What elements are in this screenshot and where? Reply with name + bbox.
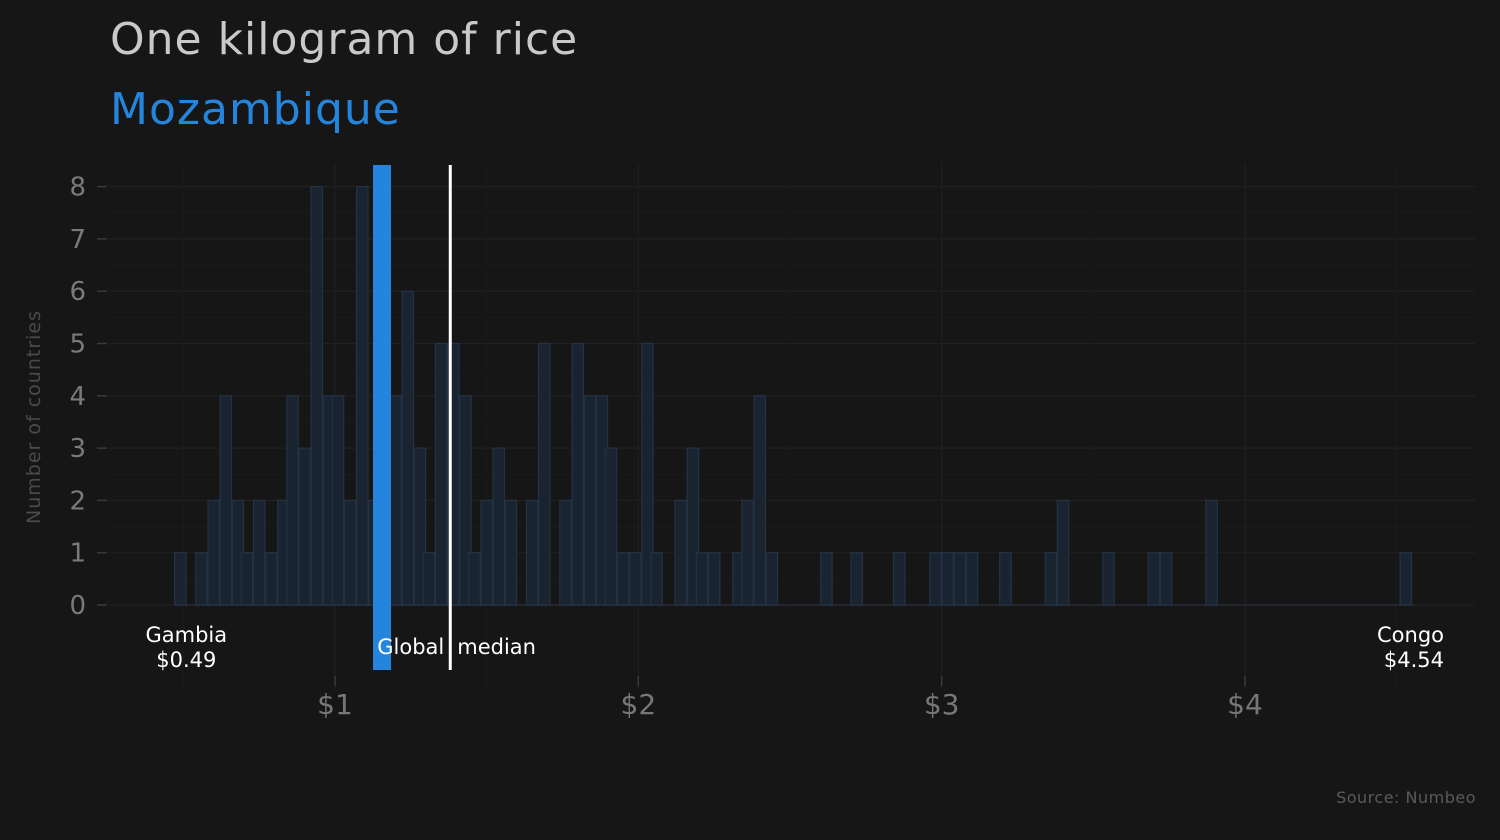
histogram-bar — [1159, 552, 1173, 606]
histogram-bar — [695, 552, 709, 606]
histogram-bar — [240, 552, 254, 606]
histogram-bar — [492, 447, 506, 606]
histogram-bar — [1056, 499, 1070, 606]
histogram-bar — [999, 552, 1012, 606]
histogram-bar — [265, 552, 278, 606]
y-tick-label: 7 — [69, 225, 86, 255]
histogram-bar — [434, 342, 448, 606]
histogram-bar — [686, 447, 700, 606]
histogram-bar — [765, 552, 779, 606]
histogram-bar — [753, 395, 766, 606]
histogram-bar — [356, 186, 369, 606]
histogram-bar — [1102, 552, 1115, 606]
y-tick-label: 6 — [69, 277, 86, 307]
histogram-bar — [174, 552, 187, 606]
histogram-bar — [707, 552, 721, 606]
histogram-bar — [741, 499, 754, 606]
histogram-bar — [207, 499, 220, 606]
y-tick-label: 1 — [69, 539, 86, 569]
histogram-bar — [447, 342, 460, 606]
x-tick-label: $3 — [924, 688, 960, 721]
histogram-bar — [674, 499, 688, 606]
y-tick-label: 8 — [69, 173, 86, 203]
histogram-bar — [298, 447, 311, 606]
histogram-bar — [559, 499, 572, 606]
histogram-bar — [941, 552, 954, 606]
histogram-bar — [1205, 499, 1218, 606]
histogram-bar — [850, 552, 863, 606]
min-country-label: Gambia — [145, 623, 227, 647]
histogram-bar — [389, 395, 402, 606]
histogram-bar — [1147, 552, 1161, 606]
median-label-part2: median — [457, 635, 536, 659]
x-tick-label: $4 — [1227, 688, 1263, 721]
histogram-bar — [641, 342, 654, 606]
y-tick-label: 0 — [69, 591, 86, 621]
highlight-bar-mozambique — [373, 165, 392, 670]
histogram-bar — [413, 447, 427, 606]
histogram-bar — [331, 395, 345, 606]
histogram-bar — [616, 552, 630, 606]
max-value-label: $4.54 — [1384, 648, 1444, 672]
histogram-bar — [195, 552, 208, 606]
histogram-bar — [583, 395, 597, 606]
min-value-label: $0.49 — [156, 648, 216, 672]
y-tick-label: 3 — [69, 434, 86, 464]
histogram-bar — [525, 499, 539, 606]
histogram-bar — [929, 552, 942, 606]
histogram-bar — [252, 499, 266, 606]
histogram-bar — [892, 552, 906, 606]
histogram-bar — [504, 499, 518, 606]
histogram-bar — [650, 552, 663, 606]
histogram-bar — [401, 290, 415, 606]
y-tick-label: 2 — [69, 486, 86, 516]
histogram-bar — [604, 447, 618, 606]
histogram-bar — [468, 552, 481, 606]
histogram-bar — [628, 552, 642, 606]
max-country-label: Congo — [1377, 623, 1444, 647]
histogram-bar — [1399, 552, 1413, 606]
histogram-bar — [310, 186, 324, 606]
histogram-bar — [219, 395, 233, 606]
histogram-bar — [343, 499, 357, 606]
x-tick-label: $2 — [621, 688, 657, 721]
chart-subtitle: Mozambique — [110, 84, 401, 135]
histogram-bar — [286, 395, 299, 606]
chart-title: One kilogram of rice — [110, 14, 579, 65]
histogram-bar — [480, 499, 493, 606]
y-tick-label: 4 — [69, 382, 86, 412]
histogram-bar — [820, 552, 833, 606]
y-tick-label: 5 — [69, 330, 86, 360]
histogram-bar — [459, 395, 472, 606]
median-label-part1: Global — [377, 635, 444, 659]
histogram-bar — [1044, 552, 1058, 606]
histogram-bar — [965, 552, 979, 606]
histogram-bar — [953, 552, 967, 606]
histogram-bar — [422, 552, 436, 606]
source-note: Source: Numbeo — [1336, 788, 1476, 807]
histogram-bar — [537, 342, 551, 606]
histogram-bar — [571, 342, 584, 606]
x-tick-label: $1 — [317, 688, 353, 721]
